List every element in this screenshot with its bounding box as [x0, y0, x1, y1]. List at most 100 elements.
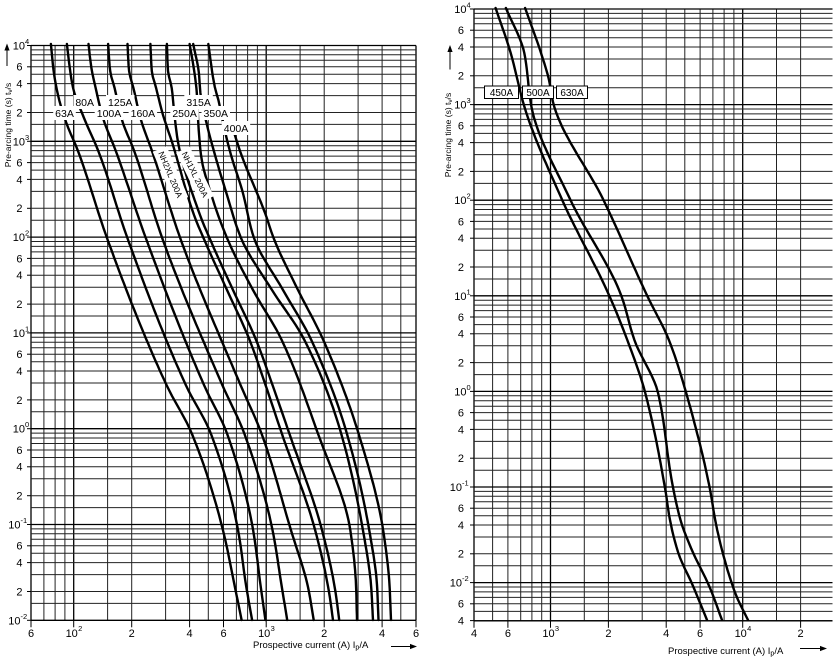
svg-text:4: 4	[16, 558, 22, 570]
svg-text:-1: -1	[21, 516, 28, 525]
svg-text:6: 6	[458, 312, 464, 324]
svg-text:Pre-arcing time (s) tv/s: Pre-arcing time (s) tv/s	[3, 83, 14, 168]
svg-text:Pre-arcing time (s) tv/s: Pre-arcing time (s) tv/s	[443, 93, 454, 178]
svg-text:-2: -2	[462, 574, 469, 583]
svg-text:4: 4	[16, 174, 22, 186]
svg-text:2: 2	[798, 628, 804, 640]
svg-text:4: 4	[16, 270, 22, 282]
svg-text:-1: -1	[462, 479, 469, 488]
svg-text:4: 4	[663, 628, 669, 640]
svg-text:4: 4	[458, 138, 464, 150]
svg-text:1: 1	[25, 324, 29, 333]
svg-text:6: 6	[28, 628, 34, 640]
svg-text:4: 4	[458, 329, 464, 341]
svg-text:10: 10	[13, 232, 25, 244]
svg-text:2: 2	[78, 624, 82, 633]
svg-text:2: 2	[16, 395, 22, 407]
svg-text:4: 4	[16, 462, 22, 474]
svg-text:315A: 315A	[186, 97, 211, 109]
svg-text:3: 3	[467, 96, 471, 105]
svg-text:6: 6	[458, 25, 464, 37]
svg-text:10: 10	[454, 100, 466, 112]
svg-text:6: 6	[697, 628, 703, 640]
svg-text:100A: 100A	[97, 108, 122, 120]
svg-text:10: 10	[450, 578, 462, 590]
svg-text:10: 10	[66, 628, 78, 640]
svg-text:10: 10	[542, 628, 554, 640]
svg-text:6: 6	[16, 62, 22, 74]
svg-text:4: 4	[16, 366, 22, 378]
svg-text:2: 2	[467, 192, 471, 201]
svg-text:Prospective current (A) Ip/A: Prospective current (A) Ip/A	[668, 646, 784, 657]
svg-text:6: 6	[16, 158, 22, 170]
svg-text:6: 6	[505, 628, 511, 640]
svg-text:10: 10	[13, 136, 25, 148]
svg-text:4: 4	[458, 615, 464, 627]
svg-text:6: 6	[458, 121, 464, 133]
svg-text:450A: 450A	[490, 88, 514, 99]
svg-text:3: 3	[555, 624, 559, 633]
svg-text:6: 6	[16, 541, 22, 553]
svg-text:10: 10	[454, 195, 466, 207]
svg-text:2: 2	[458, 453, 464, 465]
svg-text:350A: 350A	[204, 108, 229, 120]
svg-text:2: 2	[458, 262, 464, 274]
svg-text:2: 2	[16, 107, 22, 119]
svg-text:125A: 125A	[108, 97, 133, 109]
svg-text:4: 4	[458, 233, 464, 245]
svg-text:2: 2	[605, 628, 611, 640]
svg-text:4: 4	[458, 424, 464, 436]
svg-text:6: 6	[220, 628, 226, 640]
svg-text:2: 2	[458, 166, 464, 178]
svg-text:3: 3	[271, 624, 275, 633]
svg-text:2: 2	[458, 71, 464, 83]
svg-text:4: 4	[458, 42, 464, 54]
svg-text:4: 4	[747, 624, 751, 633]
svg-text:10: 10	[8, 615, 20, 627]
svg-text:3: 3	[25, 133, 29, 142]
svg-text:4: 4	[471, 628, 477, 640]
svg-text:10: 10	[13, 41, 25, 53]
svg-text:630A: 630A	[560, 88, 584, 99]
svg-text:0: 0	[25, 420, 29, 429]
svg-text:10: 10	[258, 628, 270, 640]
svg-text:160A: 160A	[131, 108, 156, 120]
svg-text:6: 6	[458, 216, 464, 228]
svg-text:10: 10	[450, 482, 462, 494]
svg-text:6: 6	[458, 599, 464, 611]
svg-text:10: 10	[454, 386, 466, 398]
svg-text:6: 6	[413, 628, 419, 640]
svg-text:2: 2	[321, 628, 327, 640]
svg-text:10: 10	[13, 424, 25, 436]
svg-text:250A: 250A	[172, 108, 197, 120]
svg-text:10: 10	[454, 4, 466, 16]
svg-text:10: 10	[8, 520, 20, 532]
svg-text:10: 10	[454, 291, 466, 303]
svg-text:4: 4	[379, 628, 385, 640]
svg-text:4: 4	[467, 1, 471, 10]
svg-text:80A: 80A	[75, 97, 94, 109]
svg-text:6: 6	[16, 253, 22, 265]
svg-text:0: 0	[467, 383, 471, 392]
svg-text:6: 6	[16, 445, 22, 457]
svg-text:400A: 400A	[224, 123, 249, 135]
svg-text:2: 2	[16, 299, 22, 311]
svg-text:Prospective current (A) Ip/A: Prospective current (A) Ip/A	[253, 640, 369, 652]
svg-text:4: 4	[458, 520, 464, 532]
svg-text:6: 6	[458, 408, 464, 420]
svg-text:6: 6	[458, 503, 464, 515]
svg-text:4: 4	[16, 79, 22, 91]
svg-text:2: 2	[458, 358, 464, 370]
svg-text:2: 2	[16, 203, 22, 215]
svg-text:10: 10	[13, 328, 25, 340]
svg-text:2: 2	[458, 549, 464, 561]
svg-text:2: 2	[25, 229, 29, 238]
svg-text:63A: 63A	[55, 108, 74, 120]
svg-text:10: 10	[735, 628, 747, 640]
svg-text:1: 1	[467, 287, 471, 296]
svg-text:4: 4	[25, 37, 29, 46]
svg-text:2: 2	[16, 586, 22, 598]
svg-text:2: 2	[129, 628, 135, 640]
svg-text:4: 4	[187, 628, 193, 640]
svg-text:500A: 500A	[526, 88, 550, 99]
